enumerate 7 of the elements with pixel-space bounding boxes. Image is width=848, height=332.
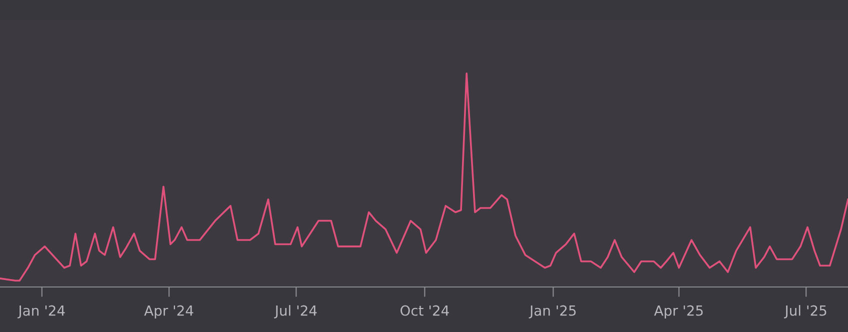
x-tick-label: Jan '24	[18, 305, 65, 318]
x-tick-label: Jul '24	[274, 305, 317, 318]
x-tick-label: Jul '25	[784, 305, 826, 318]
x-tick-label: Oct '24	[400, 305, 449, 316]
x-tick-label: Apr '25	[654, 305, 703, 318]
x-tick-label: Apr '24	[144, 305, 194, 318]
x-tick-label: Jan '25	[528, 305, 576, 318]
